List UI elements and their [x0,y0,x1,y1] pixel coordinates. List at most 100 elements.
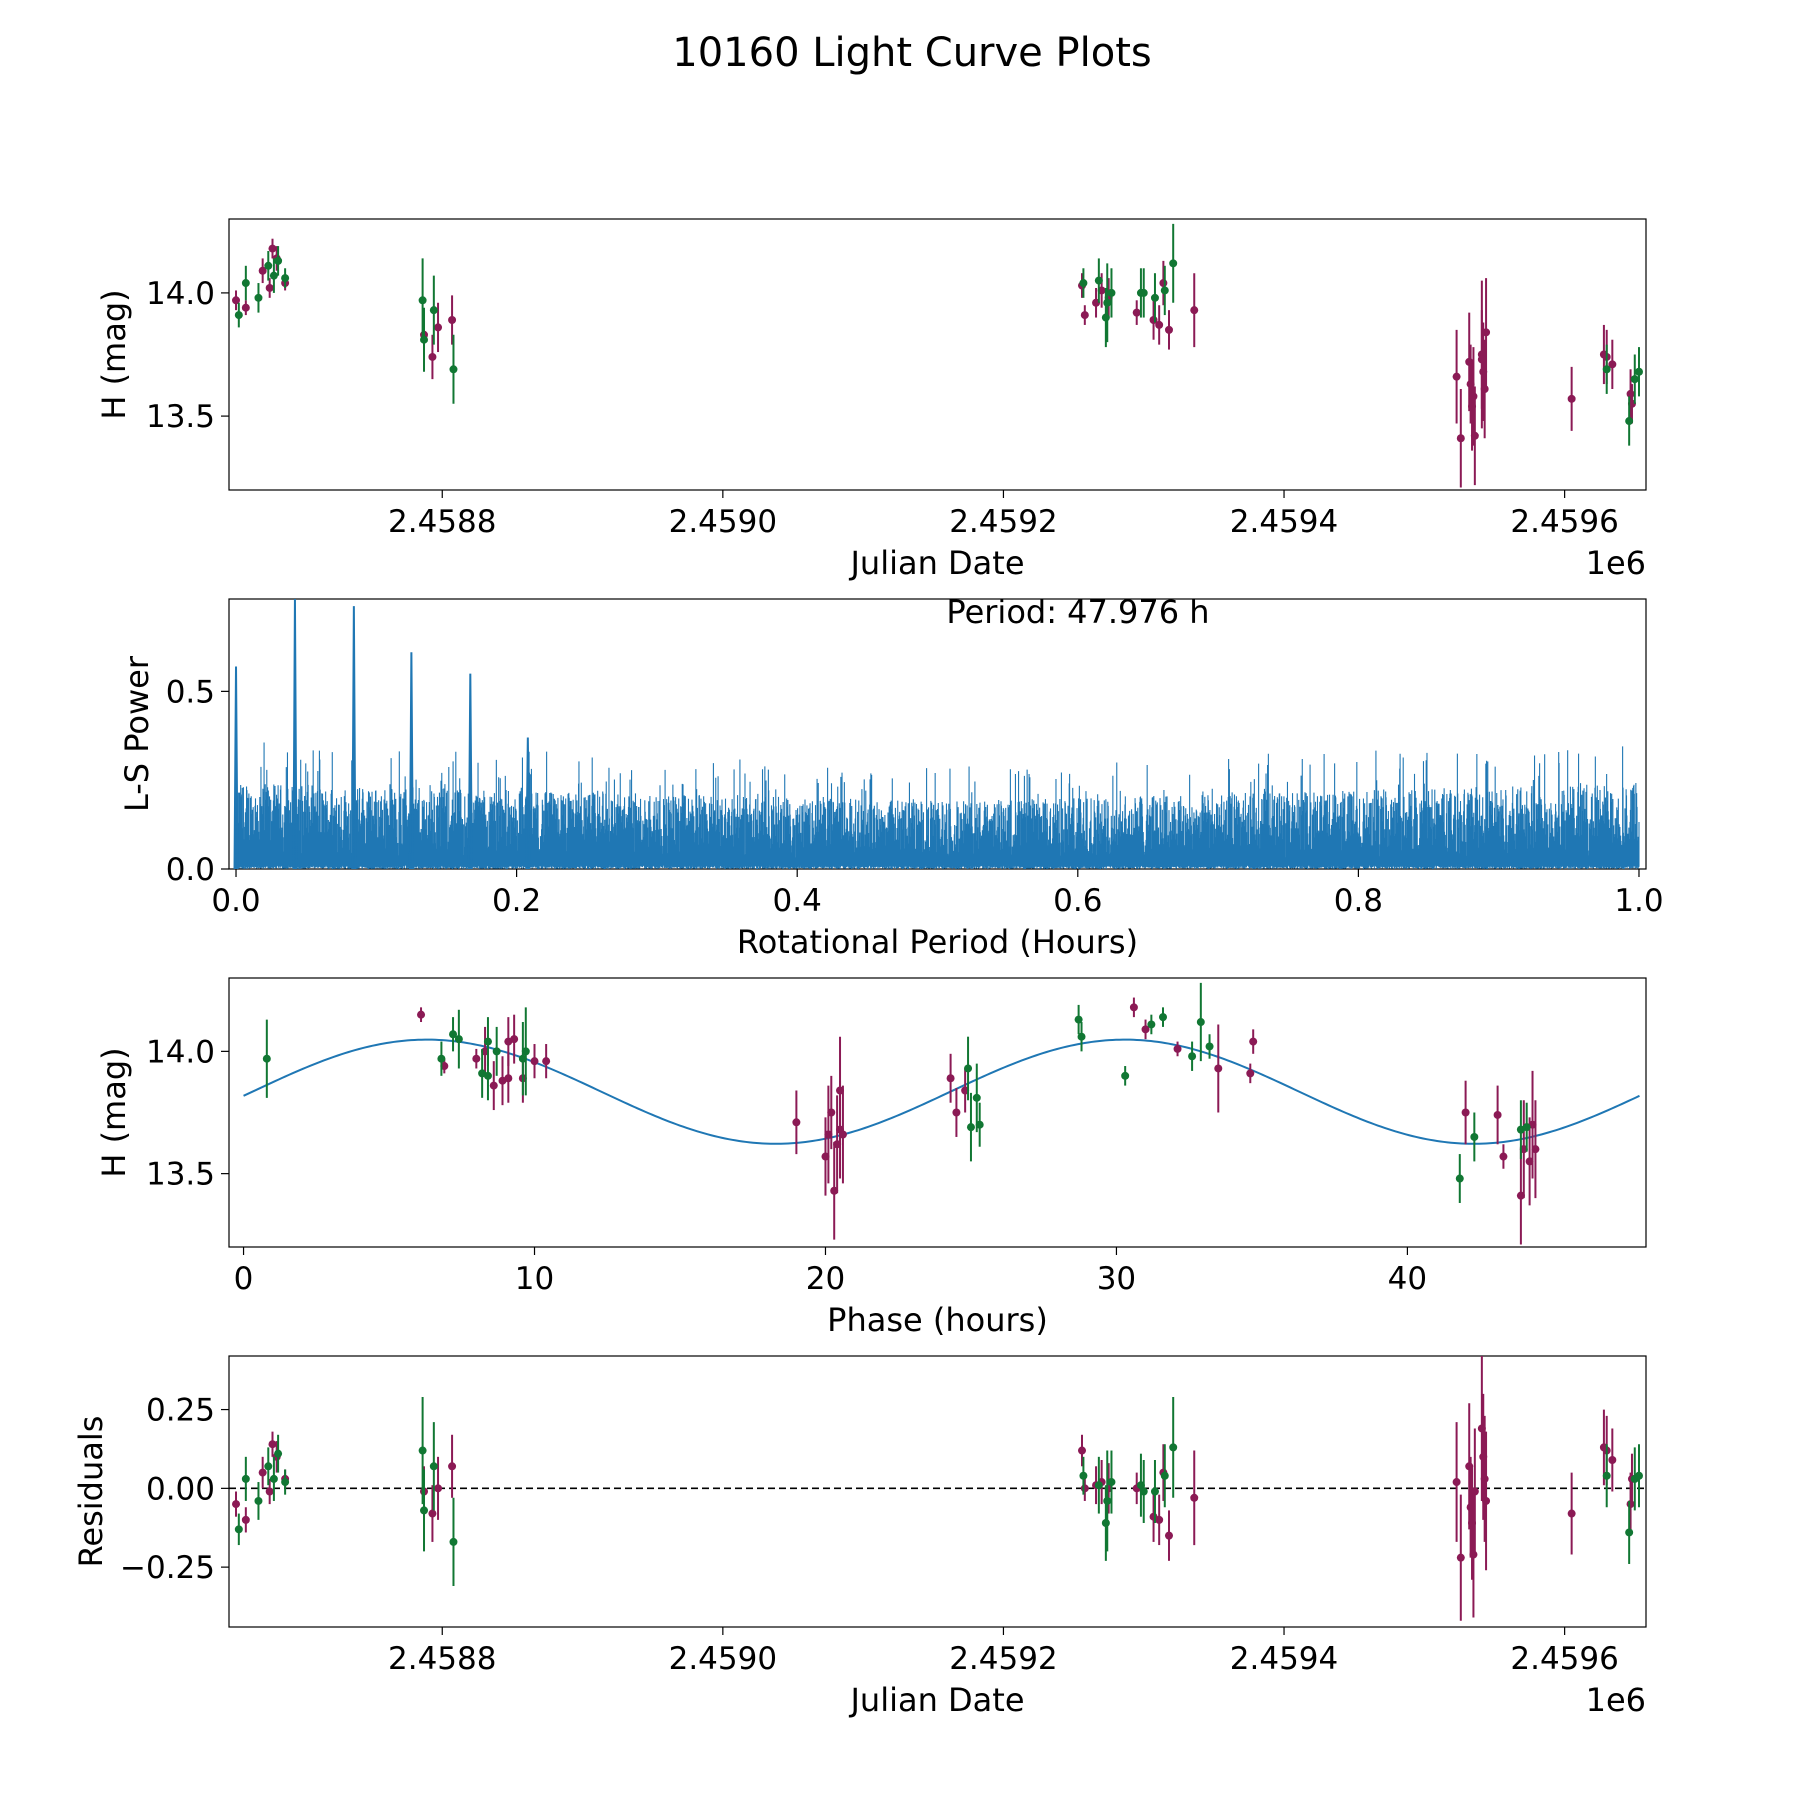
y-tick-label: 14.0 [146,1034,215,1070]
purple-data-point [1173,1044,1182,1053]
x-tick-label: 2.4590 [669,504,777,540]
green-data-point [521,1047,530,1056]
purple-data-point [265,283,274,292]
y-tick-label: 0.0 [166,852,215,888]
purple-data-point [428,352,437,361]
x-offset-label: 1e6 [1586,1681,1646,1719]
green-data-point [1094,1481,1103,1490]
green-data-point [483,1071,492,1080]
x-tick-label: 2.4596 [1510,1641,1618,1677]
purple-data-point [232,296,241,305]
green-data-point [454,1035,463,1044]
periodogram-peak [292,599,298,869]
purple-data-point [268,244,277,253]
x-tick-label: 2.4594 [1230,504,1338,540]
green-data-point [1107,288,1116,297]
purple-data-point [241,1515,250,1524]
purple-data-point [1214,1064,1223,1073]
data-layer [232,223,1643,488]
purple-data-point [1080,1484,1089,1493]
purple-data-point [448,1462,457,1471]
x-tick-label: 2.4590 [669,1641,777,1677]
x-axis-label: Julian Date [848,544,1024,582]
x-tick-label: 0.4 [773,883,822,919]
purple-data-point [268,1440,277,1449]
purple-data-point [1461,1108,1470,1117]
green-data-point [1634,1471,1643,1480]
purple-data-point [1531,1145,1540,1154]
purple-data-point [1129,1003,1138,1012]
purple-data-point [1078,1446,1087,1455]
green-data-point [1103,1496,1112,1505]
axes-frame [228,977,1647,1248]
purple-data-point [1499,1152,1508,1161]
green-data-point [1634,367,1643,376]
green-data-point [274,256,283,265]
purple-data-point [1567,394,1576,403]
y-tick-label: −0.25 [120,1550,215,1586]
purple-data-point [1190,306,1199,315]
purple-data-point [472,1054,481,1063]
green-data-point [1094,276,1103,285]
green-data-point [418,1446,427,1455]
green-data-point [1079,279,1088,288]
x-tick-label: 2.4596 [1510,504,1618,540]
purple-data-point [1452,372,1461,381]
y-tick-label: 0.00 [146,1471,215,1507]
purple-data-point [1456,1553,1465,1562]
green-data-point [492,1047,501,1056]
green-data-point [420,335,429,344]
periodogram-peak [467,673,473,869]
y-tick-label: 14.0 [146,276,215,312]
green-data-point [281,274,290,283]
x-tick-label: 1.0 [1614,883,1663,919]
green-data-point [975,1120,984,1129]
purple-data-point [1246,1069,1255,1078]
green-data-point [1602,365,1611,374]
purple-data-point [1190,1493,1199,1502]
purple-data-point [1469,1550,1478,1559]
x-tick-label: 20 [806,1261,845,1297]
green-data-point [269,271,278,280]
y-tick-label: 13.5 [146,1157,215,1193]
y-tick-label: 13.5 [146,399,215,435]
purple-data-point [542,1057,551,1066]
periodogram-peak [233,666,239,869]
green-data-point [1139,1487,1148,1496]
periodogram-peak [351,606,357,869]
green-data-point [1139,288,1148,297]
y-axis-label: Residuals [72,1416,110,1568]
green-data-point [1205,1042,1214,1051]
green-data-point [1169,259,1178,268]
green-data-point [281,1478,290,1487]
green-data-point [437,1054,446,1063]
axes-frame [228,1355,1647,1628]
data-layer [232,1356,1643,1621]
green-data-point [1147,1020,1156,1029]
green-data-point [262,1054,271,1063]
green-data-point [1107,1478,1116,1487]
residuals-panel: 2.4588 2.4590 2.4592 2.4594 2.4596 0.25 0.00 −0… [72,1355,1647,1719]
green-data-point [1158,1013,1167,1022]
purple-data-point [1080,311,1089,320]
periodogram-layer [233,599,1640,869]
x-axis-label: Rotational Period (Hours) [737,923,1138,961]
green-data-point [1169,1443,1178,1452]
x-tick-label: 30 [1097,1261,1136,1297]
purple-data-point [1626,389,1635,398]
purple-data-point [510,1035,519,1044]
purple-data-point [434,323,443,332]
x-tick-label: 2.4594 [1230,1641,1338,1677]
green-data-point [254,293,263,302]
green-data-point [966,1123,975,1132]
purple-data-point [448,316,457,325]
data-layer [262,982,1540,1245]
y-axis-label: H (mag) [95,289,133,419]
purple-data-point [258,266,267,275]
green-data-point [449,1537,458,1546]
green-data-point [964,1064,973,1073]
green-data-point [483,1037,492,1046]
figure-title: 10160 Light Curve Plots [672,30,1151,76]
green-data-point [264,261,273,270]
